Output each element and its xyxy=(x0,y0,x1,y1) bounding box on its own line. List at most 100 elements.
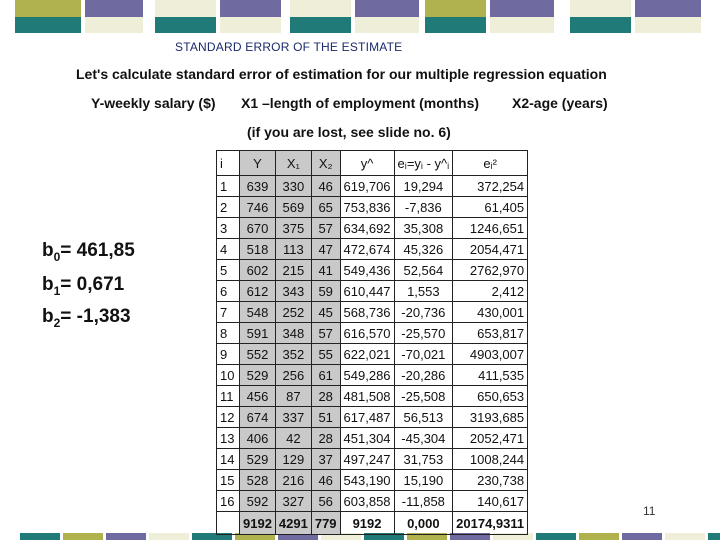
table-row: 2 746 569 65 753,836 -7,836 61,405 xyxy=(216,196,529,218)
coefficient-b1: b1= 0,671 xyxy=(42,274,124,298)
table-cell: 15,190 xyxy=(393,469,454,491)
coef-base: b xyxy=(42,240,54,261)
table-cell: 4903,007 xyxy=(452,343,529,365)
table-cell: 472,674 xyxy=(339,238,395,260)
table-row: 8 591 348 57 616,570 -25,570 653,817 xyxy=(216,322,529,344)
variable-x2-label: X2-age (years) xyxy=(512,95,608,111)
table-cell: 543,190 xyxy=(339,469,395,491)
table-cell: 28 xyxy=(310,427,341,449)
table-cell: -45,304 xyxy=(393,427,454,449)
table-row: 1 639 330 46 619,706 19,294 372,254 xyxy=(216,175,529,197)
table-cell: 779 xyxy=(310,511,341,535)
band-block xyxy=(149,533,189,540)
table-cell: 2 xyxy=(216,196,240,218)
coefficient-b2: b2= -1,383 xyxy=(42,306,131,330)
band-block xyxy=(355,0,419,33)
table-cell: 65 xyxy=(310,196,341,218)
table-row: 7 548 252 45 568,736 -20,736 430,001 xyxy=(216,301,529,323)
table-row: 10 529 256 61 549,286 -20,286 411,535 xyxy=(216,364,529,386)
table-cell: X₂ xyxy=(310,150,341,176)
table-cell: 612 xyxy=(239,280,276,302)
table-cell: 45,326 xyxy=(393,238,454,260)
band-block xyxy=(708,533,720,540)
band-block xyxy=(155,0,216,33)
table-cell: 327 xyxy=(274,490,312,512)
table-cell: 3 xyxy=(216,217,240,239)
table-cell: 3193,685 xyxy=(452,406,529,428)
band-block xyxy=(106,533,146,540)
table-cell: 375 xyxy=(274,217,312,239)
band-block xyxy=(290,0,351,33)
table-cell: 0,000 xyxy=(393,511,454,535)
table-cell: y^ xyxy=(339,150,395,176)
table-cell: 592 xyxy=(239,490,276,512)
band-block xyxy=(407,533,447,540)
band-block xyxy=(493,533,533,540)
table-cell: 1008,244 xyxy=(452,448,529,470)
page-number: 11 xyxy=(643,504,656,518)
table-cell: eᵢ=yᵢ - y^ᵢ xyxy=(393,150,454,176)
table-cell: 411,535 xyxy=(452,364,529,386)
table-row: 5 602 215 41 549,436 52,564 2762,970 xyxy=(216,259,529,281)
table-cell: 51 xyxy=(310,406,341,428)
table-cell: 529 xyxy=(239,364,276,386)
table-cell: 57 xyxy=(310,217,341,239)
band-block xyxy=(665,533,705,540)
table-cell: 528 xyxy=(239,469,276,491)
table-cell: 13 xyxy=(216,427,240,449)
table-cell: 20174,9311 xyxy=(452,511,529,535)
top-decorative-band xyxy=(0,0,720,33)
table-cell: 9192 xyxy=(239,511,276,535)
table-cell: 4291 xyxy=(274,511,312,535)
table-cell: 372,254 xyxy=(452,175,529,197)
table-cell: -25,508 xyxy=(393,385,454,407)
table-cell: 619,706 xyxy=(339,175,395,197)
table-cell: 256 xyxy=(274,364,312,386)
table-cell: 670 xyxy=(239,217,276,239)
table-cell: 52,564 xyxy=(393,259,454,281)
table-cell: 5 xyxy=(216,259,240,281)
table-cell: 55 xyxy=(310,343,341,365)
band-block xyxy=(490,0,554,33)
table-cell: 57 xyxy=(310,322,341,344)
table-cell xyxy=(216,511,240,535)
table-cell: 610,447 xyxy=(339,280,395,302)
table-cell: 8 xyxy=(216,322,240,344)
regression-table: i Y X₁ X₂ y^ eᵢ=yᵢ - y^ᵢ eᵢ² 1 639 330 46 619,706 19… xyxy=(216,150,529,535)
bottom-decorative-band xyxy=(0,527,720,540)
coef-value: = 461,85 xyxy=(60,240,135,261)
table-cell: 2052,471 xyxy=(452,427,529,449)
variable-y-label: Y-weekly salary ($) xyxy=(91,95,216,111)
band-block xyxy=(536,533,576,540)
table-cell: X₁ xyxy=(274,150,312,176)
table-cell: 140,617 xyxy=(452,490,529,512)
band-block xyxy=(15,0,81,33)
table-row: 3 670 375 57 634,692 35,308 1246,651 xyxy=(216,217,529,239)
intro-line: Let's calculate standard error of estima… xyxy=(76,66,607,82)
table-cell: -11,858 xyxy=(393,490,454,512)
table-cell: 87 xyxy=(274,385,312,407)
table-cell: 15 xyxy=(216,469,240,491)
table-row: 11 456 87 28 481,508 -25,508 650,653 xyxy=(216,385,529,407)
table-cell: 352 xyxy=(274,343,312,365)
table-cell: 59 xyxy=(310,280,341,302)
table-cell: 406 xyxy=(239,427,276,449)
table-row: 4 518 113 47 472,674 45,326 2054,471 xyxy=(216,238,529,260)
table-cell: 634,692 xyxy=(339,217,395,239)
table-cell: 330 xyxy=(274,175,312,197)
table-cell: 552 xyxy=(239,343,276,365)
table-cell: 4 xyxy=(216,238,240,260)
table-cell: 2,412 xyxy=(452,280,529,302)
band-block xyxy=(321,533,361,540)
table-cell: -25,570 xyxy=(393,322,454,344)
table-cell: 9 xyxy=(216,343,240,365)
table-cell: 674 xyxy=(239,406,276,428)
table-cell: 430,001 xyxy=(452,301,529,323)
coefficient-b0: b0= 461,85 xyxy=(42,240,135,264)
table-cell: 549,286 xyxy=(339,364,395,386)
table-cell: 16 xyxy=(216,490,240,512)
table-totals-row: 9192 4291 779 9192 0,000 20174,9311 xyxy=(216,511,529,535)
coef-value: = 0,671 xyxy=(60,274,125,295)
table-cell: 61,405 xyxy=(452,196,529,218)
table-cell: 47 xyxy=(310,238,341,260)
